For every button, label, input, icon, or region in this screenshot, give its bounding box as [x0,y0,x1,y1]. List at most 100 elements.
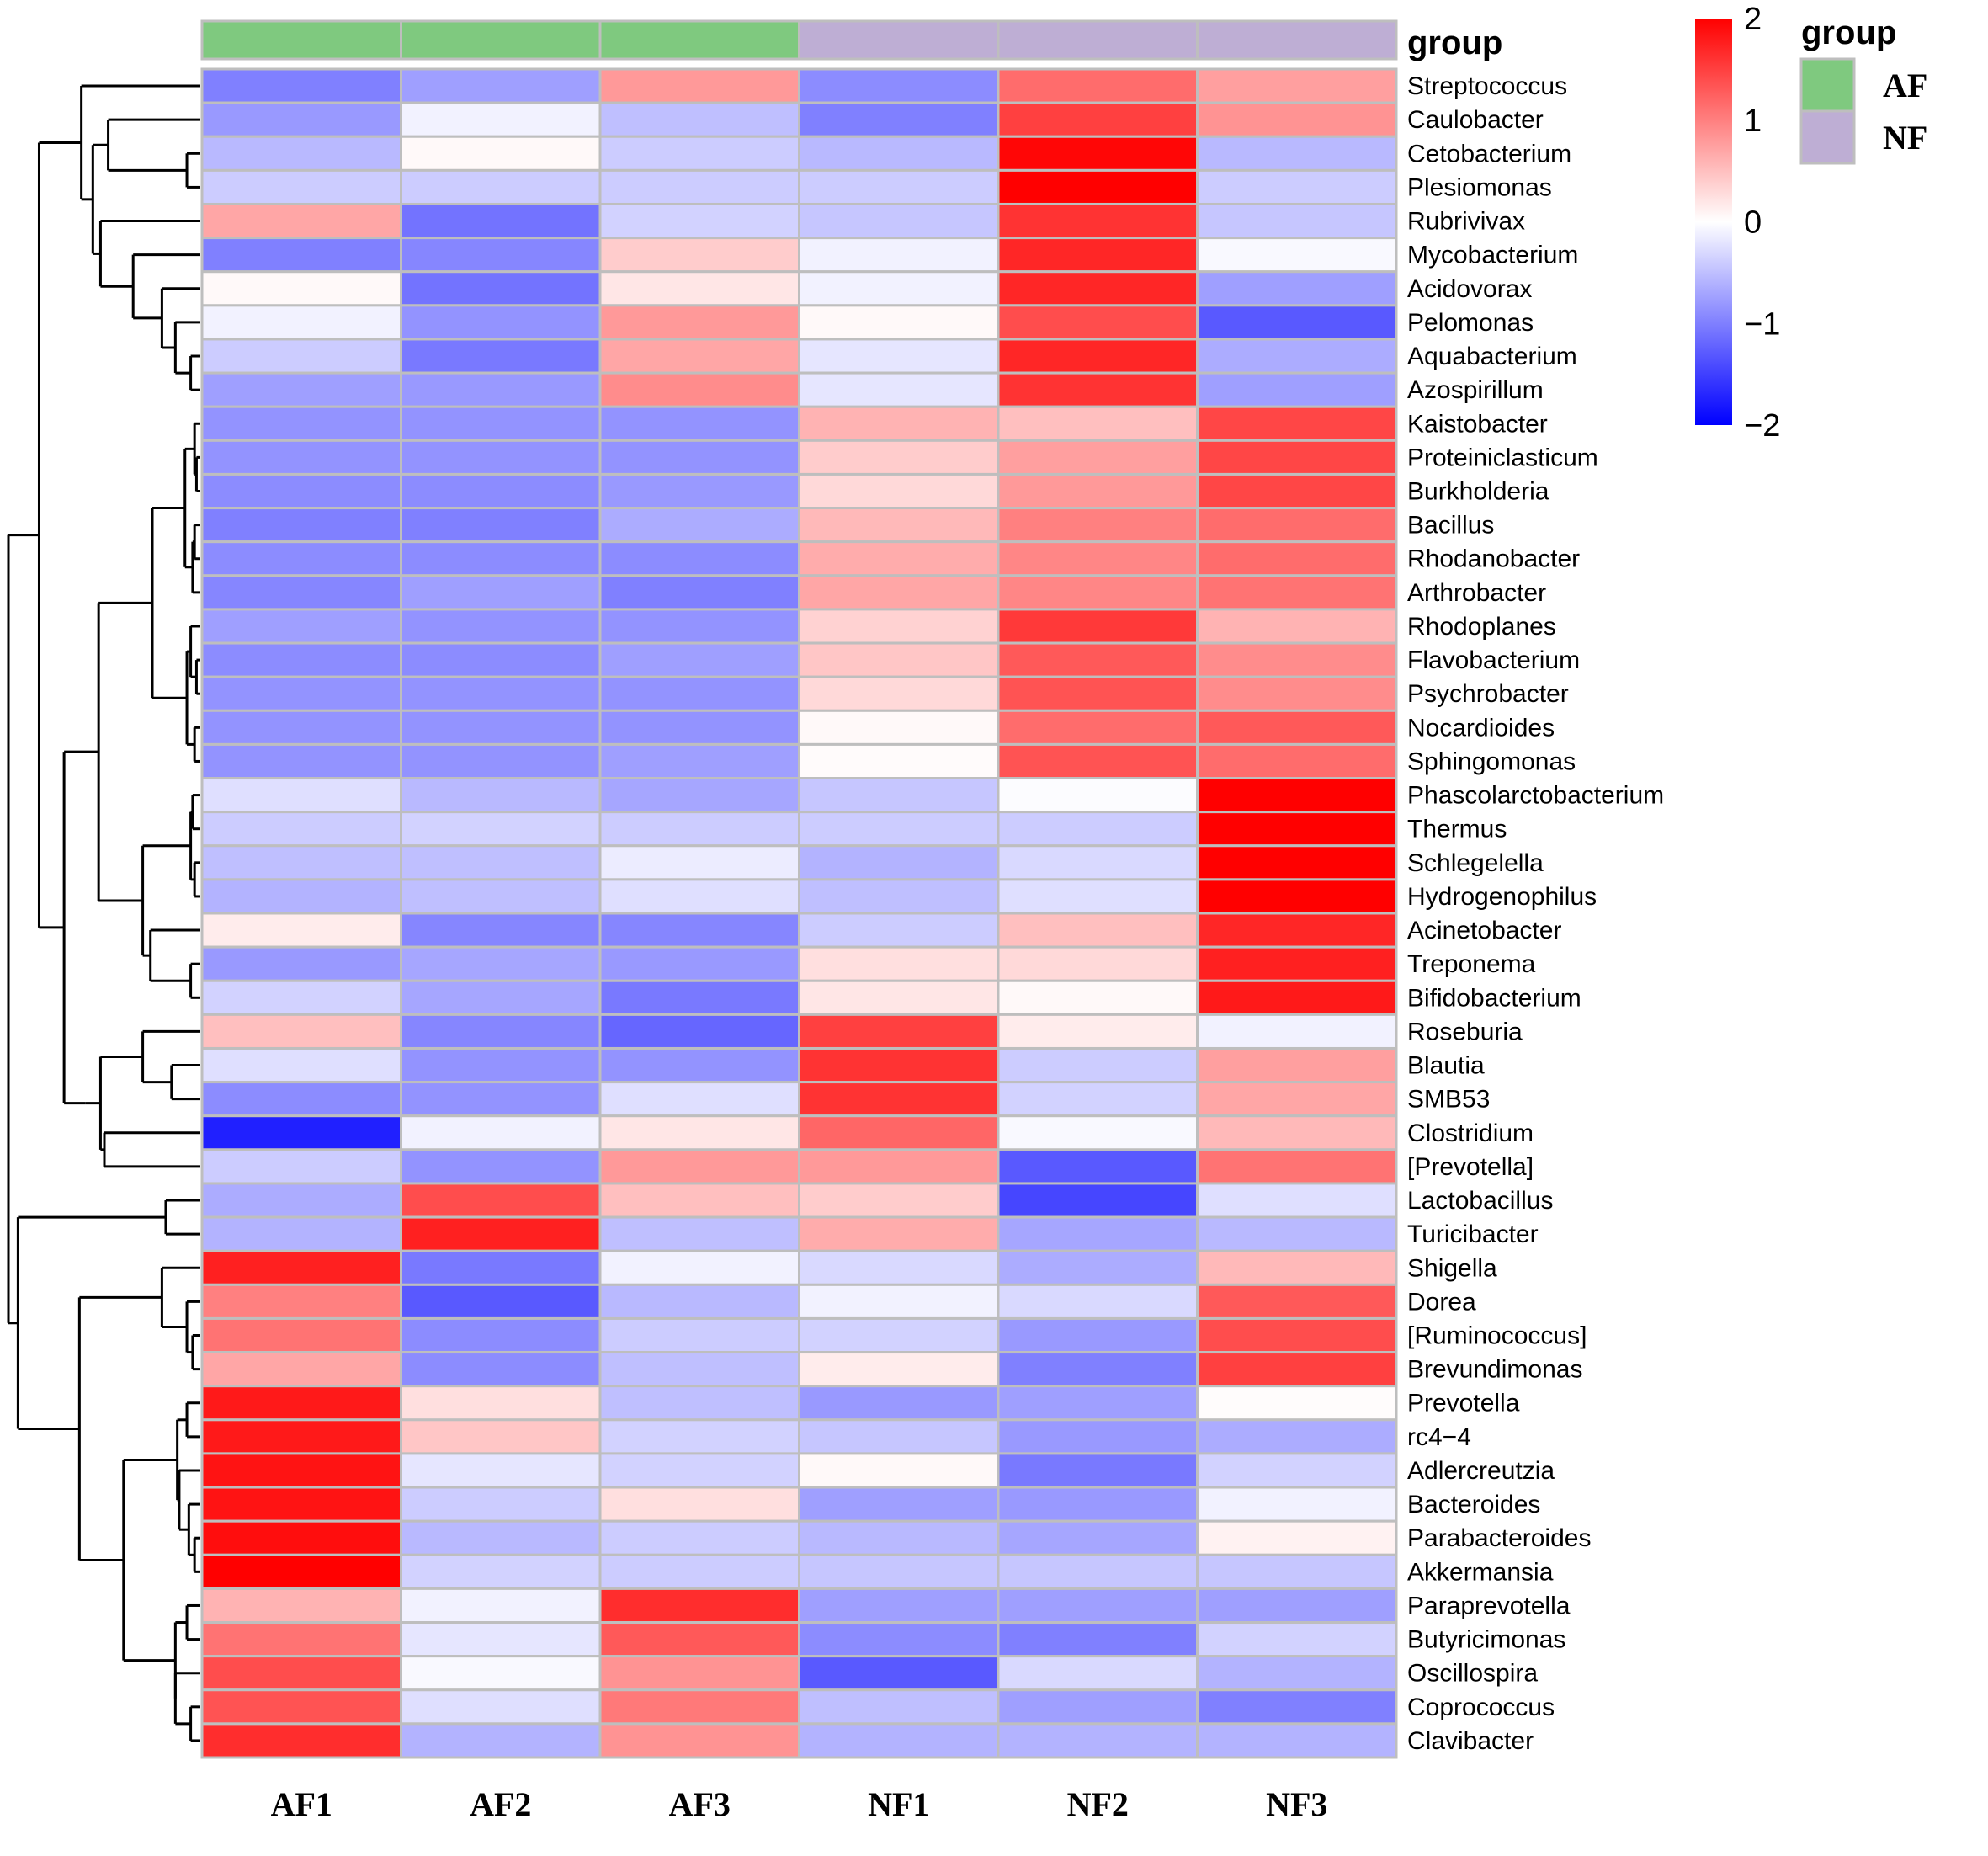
heatmap-cell [1196,237,1398,274]
heatmap-cell [1196,811,1398,848]
colorbar-ticks: 2 1 0 −1 −2 [1744,2,1780,444]
group-legend-items: AF NF [1799,57,1927,165]
heatmap-cell [997,1283,1199,1320]
heatmap-cell [400,1215,602,1252]
heatmap-cell [798,1351,1000,1388]
heatmap-cell [798,608,1000,645]
heatmap-cell [1196,1418,1398,1455]
heatmap-cell [200,507,402,544]
heatmap-cell [1196,1621,1398,1658]
heatmap-cell [798,439,1000,476]
row-label: Kaistobacter [1407,410,1548,438]
heatmap-cell [997,168,1199,205]
heatmap-cell [400,101,602,138]
heatmap-cell [598,1519,800,1556]
heatmap-cell [598,1452,800,1489]
row-label: Hydrogenophilus [1407,883,1597,911]
heatmap-cell [598,979,800,1016]
heatmap-cell [598,844,800,881]
heatmap-cell [1196,1182,1398,1219]
heatmap-cell [598,1553,800,1590]
heatmap-cell [1196,1013,1398,1050]
heatmap-cell [200,67,402,104]
row-label: Akkermansia [1407,1558,1554,1586]
row-label: Clavibacter [1407,1727,1534,1755]
heatmap-cell [1196,1722,1398,1759]
heatmap-cell [798,202,1000,240]
heatmap-cell [400,641,602,678]
heatmap-cell [1196,1452,1398,1489]
heatmap-cell [598,608,800,645]
heatmap-cell [598,338,800,375]
heatmap-cell [798,1316,1000,1354]
colorbar-tick-label: −1 [1744,306,1780,342]
row-label: Butyricimonas [1407,1626,1565,1654]
heatmap-cell [1196,1351,1398,1388]
heatmap-cell [598,101,800,138]
heatmap-cell [200,1182,402,1219]
heatmap-cell [798,507,1000,544]
heatmap-cell [400,1688,602,1726]
row-label: Shigella [1407,1254,1497,1282]
heatmap-cell [598,1046,800,1084]
heatmap-cell [1196,945,1398,982]
heatmap-cell [1196,405,1398,442]
heatmap-cell [400,1249,602,1286]
heatmap-cell [200,304,402,341]
heatmap-cell [997,371,1199,408]
heatmap-cell [200,101,402,138]
heatmap-cell [1196,472,1398,510]
heatmap-cell [1196,1688,1398,1726]
heatmap-cell [598,574,800,611]
heatmap-cell [200,1385,402,1422]
heatmap-cell [598,1316,800,1354]
heatmap-cell [997,1081,1199,1118]
heatmap-cell [200,1148,402,1185]
heatmap-cell [200,641,402,678]
heatmap-cell [598,945,800,982]
row-labels: Streptococcus Caulobacter Cetobacterium Ple… [1407,72,1664,1755]
heatmap-cell [997,1148,1199,1185]
heatmap-cell [798,270,1000,307]
heatmap-cell [798,1081,1000,1118]
row-label: Psychrobacter [1407,680,1569,708]
heatmap-cells [200,67,1398,1759]
annotation-cell-af [400,19,602,61]
heatmap-cell [598,1215,800,1252]
row-label: Caulobacter [1407,106,1544,134]
heatmap-cell [997,1722,1199,1759]
row-label: Blautia [1407,1052,1485,1080]
heatmap-cell [1196,1081,1398,1118]
heatmap-cell [1196,1553,1398,1590]
heatmap-cell [400,168,602,205]
row-label: Lactobacillus [1407,1187,1553,1215]
heatmap-cell [997,507,1199,544]
heatmap-cell [1196,168,1398,205]
heatmap-cell [798,1114,1000,1151]
heatmap-cell [997,338,1199,375]
heatmap-cell [1196,574,1398,611]
row-dendrogram [7,84,200,1742]
heatmap-cell [200,237,402,274]
row-label: Burkholderia [1407,478,1549,506]
heatmap-cell [798,777,1000,814]
row-label: [Ruminococcus] [1407,1322,1587,1350]
heatmap-cell [997,304,1199,341]
heatmap-cell [400,1351,602,1388]
heatmap-cell [997,67,1199,104]
heatmap-cell [997,472,1199,510]
heatmap-cell [997,1452,1199,1489]
heatmap-cell [997,1316,1199,1354]
heatmap-cell [1196,777,1398,814]
annotation-cell-nf [997,19,1199,61]
heatmap-cell [200,844,402,881]
heatmap-cell [400,574,602,611]
heatmap-cell [1196,540,1398,577]
heatmap-cell [400,202,602,240]
annotation-cell-nf [798,19,1000,61]
heatmap-cell [798,709,1000,746]
heatmap-cell [598,237,800,274]
heatmap-cell [598,811,800,848]
heatmap-cell [400,878,602,915]
